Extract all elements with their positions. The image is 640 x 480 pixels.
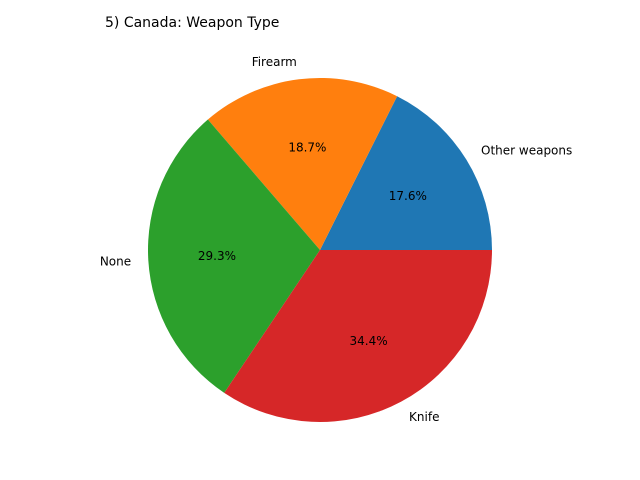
- pie-slice-firearm: [207, 77, 398, 250]
- pie-slices: [148, 77, 492, 422]
- chart-title: 5) Canada: Weapon Type: [105, 15, 279, 31]
- slice-percent-other-weapons: 17.6%: [389, 189, 427, 203]
- pie-slice-none: [148, 119, 320, 393]
- slice-label-firearm: Firearm: [252, 55, 297, 69]
- slice-percent-none: 29.3%: [198, 249, 236, 263]
- slice-label-knife: Knife: [409, 410, 439, 424]
- slice-label-none: None: [100, 254, 131, 268]
- slice-percent-firearm: 18.7%: [288, 141, 326, 155]
- pie-slice-knife: [224, 250, 492, 422]
- pie-slice-other-weapons: [320, 96, 492, 250]
- slice-label-other-weapons: Other weapons: [481, 144, 572, 158]
- slice-percent-knife: 34.4%: [350, 334, 388, 348]
- pie-labels: Other weapons 17.6% Firearm 18.7% None 29.3% K…: [100, 55, 572, 424]
